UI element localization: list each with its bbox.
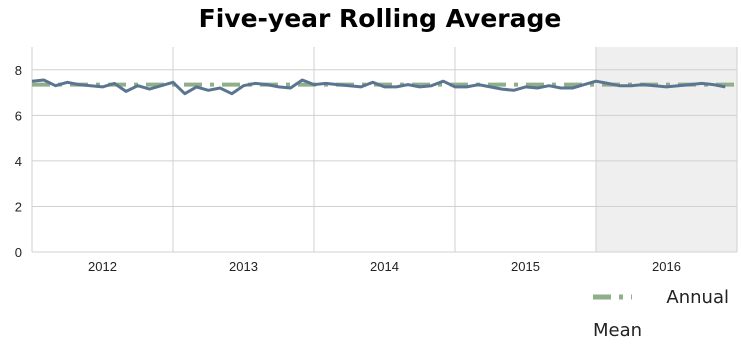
legend: Annual Mean bbox=[593, 287, 729, 341]
legend-mean-label-line2: Mean bbox=[593, 320, 642, 341]
y-tick-label: 2 bbox=[15, 199, 22, 214]
y-tick-label: 0 bbox=[15, 245, 22, 260]
legend-mean-label-line1: Annual bbox=[666, 287, 729, 308]
y-tick-label: 4 bbox=[15, 154, 22, 169]
x-tick-label: 2015 bbox=[511, 259, 540, 274]
x-tick-label: 2016 bbox=[652, 259, 681, 274]
rolling-average-line bbox=[31, 78, 726, 96]
x-tick-label: 2013 bbox=[229, 259, 258, 274]
y-tick-label: 8 bbox=[15, 63, 22, 78]
y-tick-label: 6 bbox=[15, 108, 22, 123]
x-tick-label: 2012 bbox=[88, 259, 117, 274]
shaded-year-band bbox=[596, 47, 737, 252]
x-tick-label: 2014 bbox=[370, 259, 399, 274]
plot-area: 0 2 4 6 8 2012 2013 2014 2015 2016 bbox=[15, 47, 738, 274]
chart-title: Five-year Rolling Average bbox=[199, 4, 562, 33]
